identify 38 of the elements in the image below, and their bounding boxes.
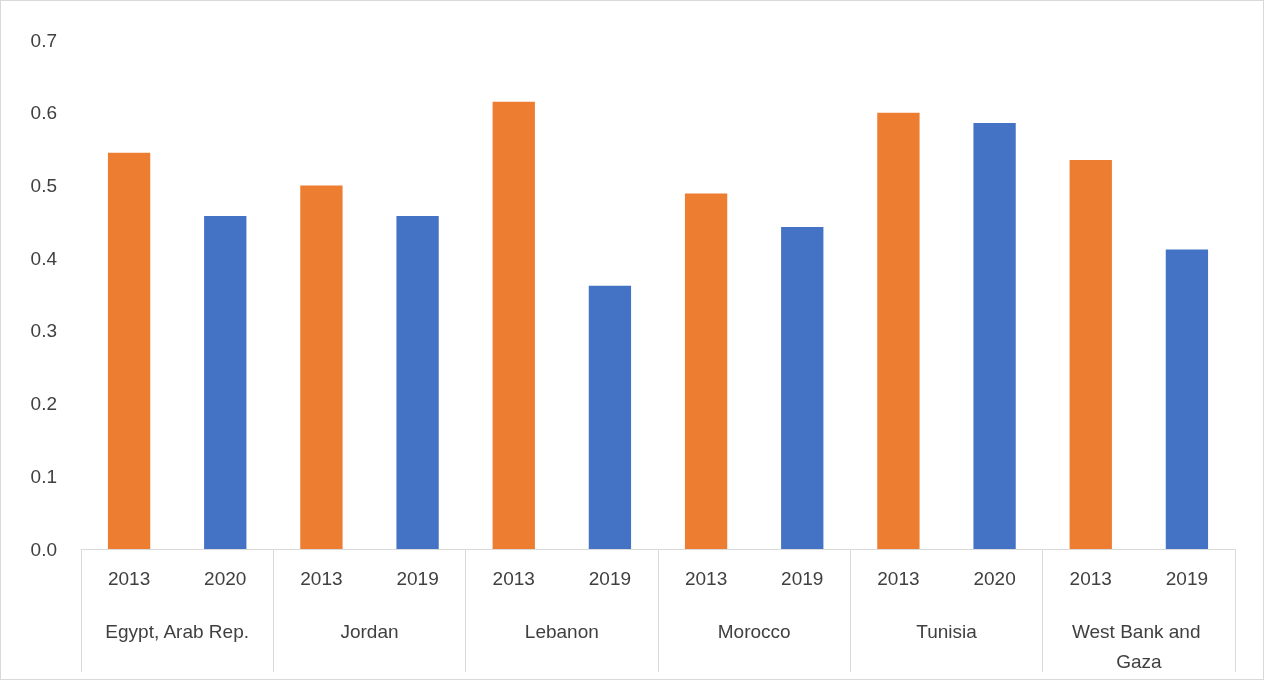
bar (1165, 249, 1209, 549)
x-tick-label: 2013 (107, 568, 151, 589)
bar (300, 185, 343, 549)
y-tick-label: 0.6 (30, 102, 57, 124)
y-tick-label: 0.5 (30, 174, 57, 196)
y-tick-label: 0.0 (30, 538, 57, 560)
x-tick-label: 2019 (781, 568, 824, 589)
x-tick-label: 2013 (492, 568, 535, 589)
bar (204, 215, 247, 549)
text: West Bank and Gaza (1071, 620, 1206, 672)
x-tick-label: 2013 (1069, 568, 1112, 589)
bar (781, 226, 824, 549)
x-tick-label: 2013 (684, 568, 728, 589)
x-tick-label: 2013 (877, 568, 920, 589)
y-tick-label: 0.2 (30, 393, 57, 415)
bar (973, 122, 1016, 549)
x-tick-label: 2020 (204, 568, 247, 589)
x-tick-label: 2019 (1165, 568, 1209, 589)
text: Jordan (340, 620, 399, 642)
bar (877, 112, 920, 549)
y-tick-label: 0.1 (30, 465, 57, 487)
y-tick-label: 0.3 (30, 320, 57, 342)
bar (492, 101, 535, 549)
bar (107, 152, 151, 549)
text: Morocco (717, 620, 791, 642)
text: Egypt, Arab Rep. (105, 620, 249, 642)
y-tick-label: 0.4 (30, 247, 58, 269)
x-tick-label: 2019 (588, 568, 632, 589)
y-tick-label: 0.7 (30, 29, 57, 51)
text: Lebanon (524, 620, 599, 642)
bar (396, 215, 439, 549)
bar (588, 285, 632, 549)
x-tick-label: 2013 (300, 568, 343, 589)
bar (684, 193, 728, 549)
x-tick-label: 2020 (973, 568, 1016, 589)
text: Tunisia (916, 620, 978, 642)
x-tick-label: 2019 (396, 568, 439, 589)
bar (1069, 159, 1112, 549)
